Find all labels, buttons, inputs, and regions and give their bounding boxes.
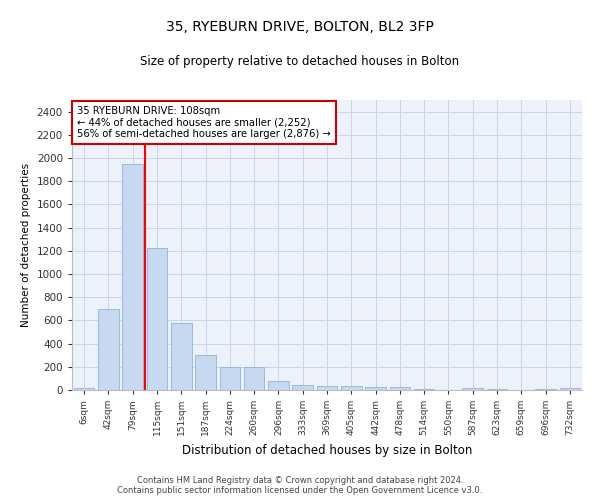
Bar [146, 248, 167, 390]
X-axis label: Distribution of detached houses by size in Bolton: Distribution of detached houses by size … [182, 444, 472, 456]
Bar [317, 386, 337, 390]
Bar [98, 310, 119, 390]
Text: 35 RYEBURN DRIVE: 108sqm
← 44% of detached houses are smaller (2,252)
56% of sem: 35 RYEBURN DRIVE: 108sqm ← 44% of detach… [77, 106, 331, 139]
Bar [74, 388, 94, 390]
Bar [389, 386, 410, 390]
Bar [268, 380, 289, 390]
Bar [220, 367, 240, 390]
Text: Contains HM Land Registry data © Crown copyright and database right 2024.: Contains HM Land Registry data © Crown c… [137, 476, 463, 485]
Bar [414, 389, 434, 390]
Bar [122, 164, 143, 390]
Bar [195, 354, 216, 390]
Bar [292, 385, 313, 390]
Bar [171, 324, 191, 390]
Text: Contains public sector information licensed under the Open Government Licence v3: Contains public sector information licen… [118, 486, 482, 495]
Text: 35, RYEBURN DRIVE, BOLTON, BL2 3FP: 35, RYEBURN DRIVE, BOLTON, BL2 3FP [166, 20, 434, 34]
Bar [560, 388, 580, 390]
Text: Size of property relative to detached houses in Bolton: Size of property relative to detached ho… [140, 55, 460, 68]
Y-axis label: Number of detached properties: Number of detached properties [21, 163, 31, 327]
Bar [365, 386, 386, 390]
Bar [244, 367, 265, 390]
Bar [463, 388, 483, 390]
Bar [341, 386, 362, 390]
